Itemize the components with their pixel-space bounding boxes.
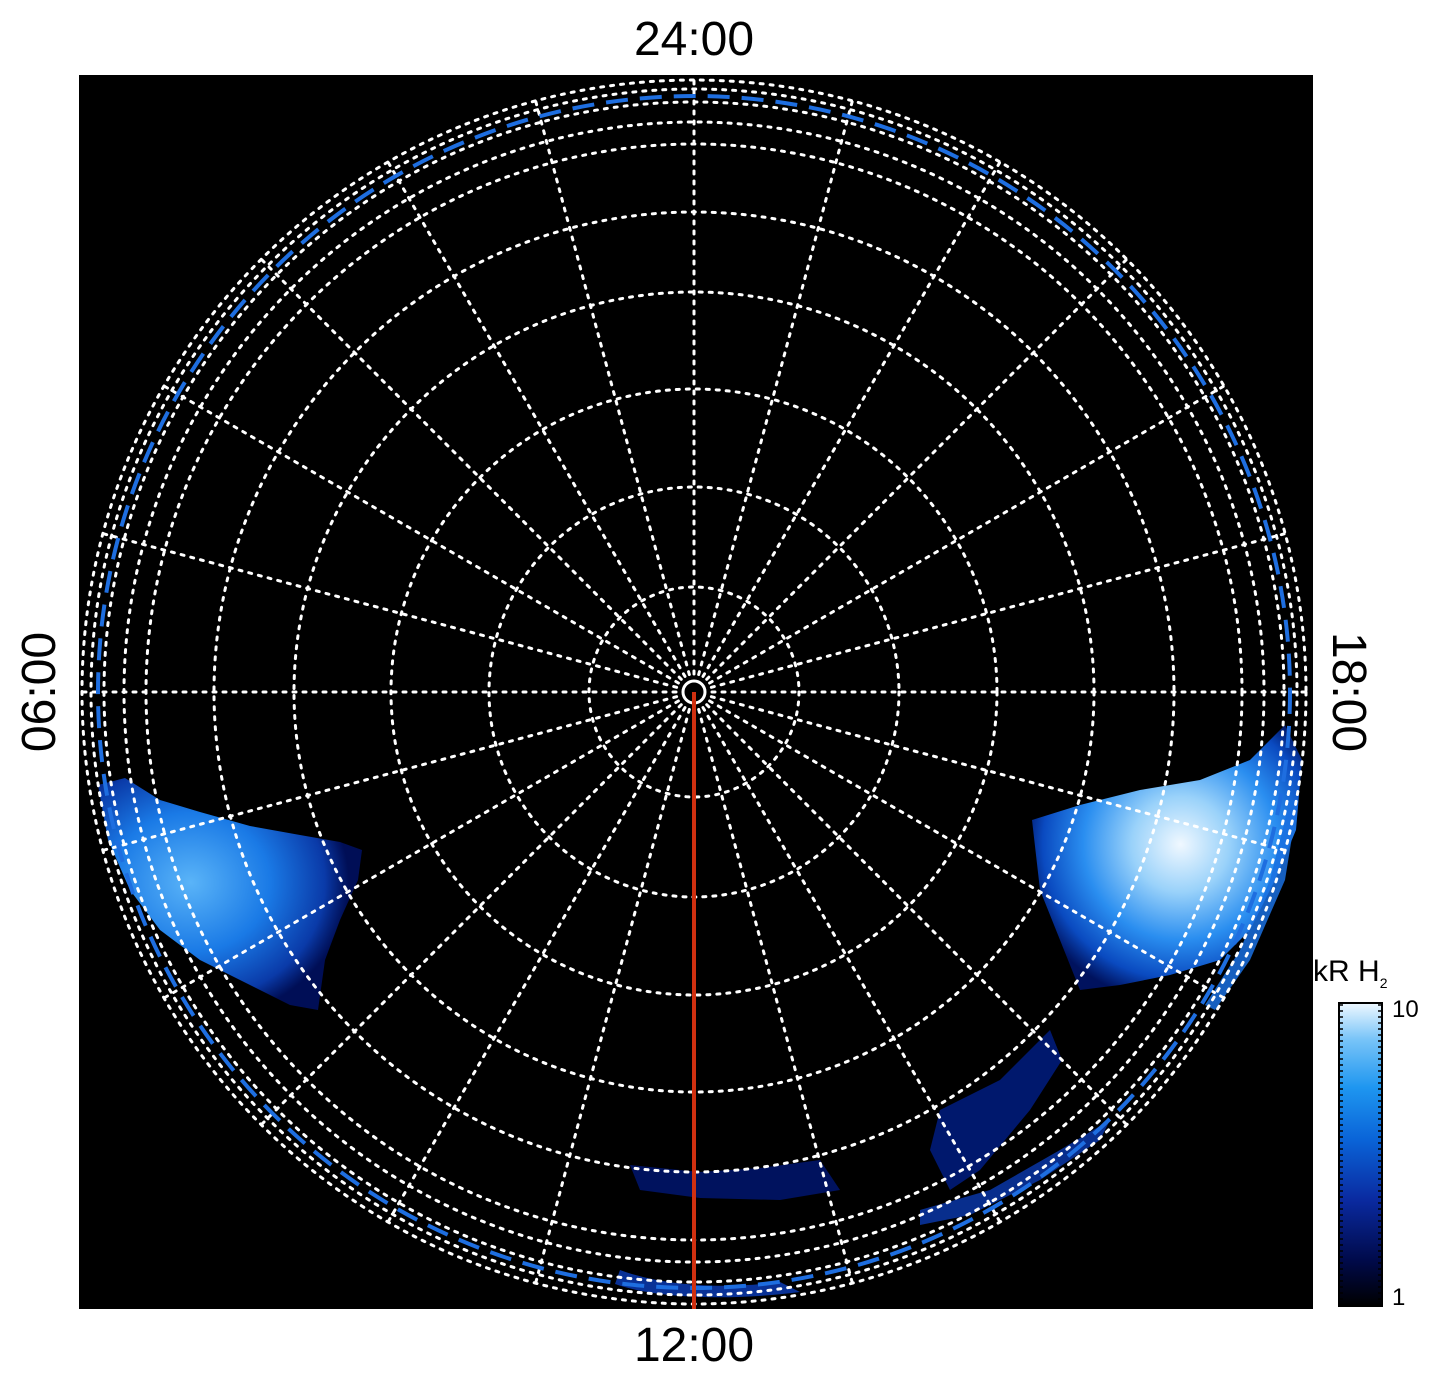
grid-circle-3	[389, 387, 999, 997]
aurora-dusk-edge	[1205, 800, 1298, 1010]
grid-meridian-17	[101, 695, 679, 852]
grid-meridian-23	[534, 99, 691, 677]
grid-meridian-19	[101, 532, 679, 689]
colorbar-ticks	[1339, 1004, 1382, 1306]
local-time-label-24: 24:00	[633, 13, 755, 66]
colorbar-unit: kR	[1313, 955, 1350, 988]
grid-meridian-22	[386, 160, 687, 678]
grid-meridian-8	[708, 699, 1226, 1000]
colorbar-species: H	[1358, 955, 1380, 988]
aurora-lower-arc	[920, 1120, 1110, 1225]
grid-circle-1	[587, 585, 801, 799]
grid-meridian-16	[162, 699, 680, 1000]
aurora-noon-patches	[630, 1160, 840, 1200]
aurora-emissions	[98, 725, 1302, 1298]
local-time-label-06: 06:00	[13, 631, 66, 753]
grid-meridian-9	[705, 703, 1129, 1127]
grid-meridian-3	[705, 257, 1129, 681]
colorbar	[1338, 1002, 1383, 1307]
aurora-noon-arc	[615, 1270, 800, 1298]
local-time-label-12: 12:00	[633, 1319, 755, 1372]
colorbar-species-subscript: 2	[1379, 975, 1388, 991]
grid-meridian-20	[162, 384, 680, 685]
aurora-dawn-blob	[98, 778, 362, 1010]
grid-meridian-1	[697, 99, 854, 677]
colorbar-title: kR H2	[1313, 955, 1387, 991]
local-time-label-18: 18:00	[1322, 631, 1375, 753]
grid-meridian-13	[534, 707, 691, 1285]
grid-meridian-15	[259, 703, 683, 1127]
grid-meridian-4	[708, 384, 1226, 685]
colorbar-min-label: 1	[1392, 1284, 1406, 1311]
grid-meridian-2	[701, 160, 1002, 678]
grid-meridian-11	[697, 707, 854, 1285]
aurora-dusk-blob	[1032, 725, 1302, 990]
grid-meridian-21	[259, 257, 683, 681]
grid-meridian-10	[701, 706, 1002, 1224]
colorbar-max-label: 10	[1392, 996, 1419, 1023]
grid-circle-9	[89, 87, 1299, 1297]
aurora-afternoon-patches	[930, 1030, 1062, 1190]
grid-meridian-14	[386, 706, 687, 1224]
grid-meridian-5	[709, 532, 1287, 689]
grid-meridian-7	[709, 695, 1287, 852]
